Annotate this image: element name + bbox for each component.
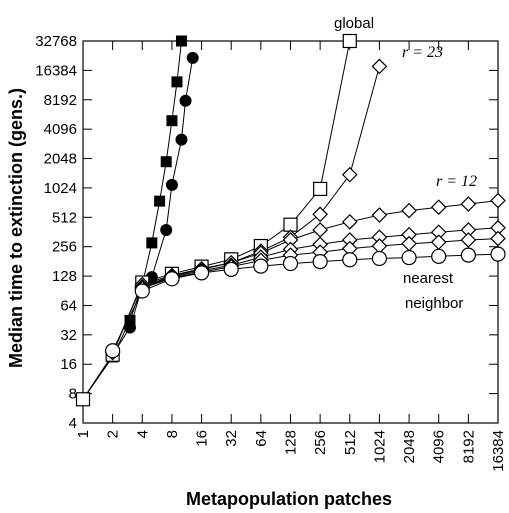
y-tick-label: 32 bbox=[60, 327, 77, 344]
x-tick-label: 256 bbox=[312, 430, 329, 455]
y-tick-label: 256 bbox=[52, 239, 77, 256]
marker-open-circle bbox=[105, 343, 121, 359]
x-tick-label: 2 bbox=[105, 430, 122, 438]
y-axis-title: Median time to extinction (gens.) bbox=[6, 88, 26, 368]
series-line bbox=[112, 66, 380, 353]
y-tick-label: 64 bbox=[60, 297, 77, 314]
marker-filled-square bbox=[166, 115, 178, 127]
marker-filled-circle bbox=[123, 321, 136, 334]
marker-open-circle bbox=[431, 248, 447, 264]
marker-open-diamond bbox=[401, 202, 417, 219]
marker-open-square bbox=[313, 181, 328, 197]
marker-open-diamond bbox=[312, 222, 328, 238]
y-tick-label: 4096 bbox=[44, 121, 77, 138]
y-tick-label: 512 bbox=[52, 209, 77, 226]
markers-group bbox=[75, 33, 506, 407]
marker-open-diamond bbox=[430, 199, 447, 216]
y-tick-label: 8 bbox=[69, 386, 77, 403]
marker-open-diamond bbox=[401, 235, 417, 252]
x-tick-label: 128 bbox=[283, 430, 300, 455]
y-tick-label: 2048 bbox=[44, 151, 77, 168]
y-tick-label: 1024 bbox=[44, 180, 77, 197]
x-tick-label: 4096 bbox=[431, 430, 448, 463]
x-tick-label: 16 bbox=[194, 430, 211, 447]
series-line bbox=[82, 40, 182, 400]
marker-open-diamond bbox=[490, 230, 506, 247]
axes: 4816326412825651210242048409681921638432… bbox=[35, 33, 507, 472]
marker-filled-square bbox=[154, 195, 166, 207]
marker-open-diamond bbox=[312, 206, 328, 223]
x-tick-label: 8 bbox=[164, 430, 181, 438]
marker-filled-circle bbox=[175, 133, 188, 146]
x-tick-label: 4 bbox=[134, 430, 151, 438]
x-axis-title: Metapopulation patches bbox=[186, 489, 392, 509]
marker-open-circle bbox=[401, 249, 417, 266]
y-tick-label: 4 bbox=[69, 415, 77, 432]
marker-filled-square bbox=[171, 76, 183, 88]
marker-filled-circle bbox=[160, 223, 173, 236]
annotation-r-12: r = 12 bbox=[436, 173, 477, 190]
annotation-r-23: r = 23 bbox=[402, 44, 443, 61]
y-tick-label: 16 bbox=[60, 356, 77, 373]
marker-open-circle bbox=[193, 265, 210, 281]
x-tick-label: 16384 bbox=[490, 430, 507, 472]
y-tick-label: 8192 bbox=[44, 92, 77, 109]
x-tick-label: 2048 bbox=[401, 430, 418, 463]
marker-filled-circle bbox=[186, 51, 199, 64]
annotation-nearest: nearest bbox=[403, 270, 454, 287]
marker-filled-square bbox=[160, 156, 172, 168]
marker-open-diamond bbox=[430, 234, 447, 250]
marker-open-diamond bbox=[371, 207, 388, 223]
x-tick-label: 1024 bbox=[371, 430, 388, 463]
marker-open-circle bbox=[312, 254, 328, 270]
annotations-group: global r = 23 r = 12 nearest neighbor bbox=[334, 15, 477, 312]
x-tick-label: 8192 bbox=[460, 430, 477, 463]
annotation-neighbor: neighbor bbox=[405, 295, 463, 312]
marker-open-circle bbox=[371, 250, 388, 267]
annotation-global: global bbox=[334, 15, 374, 32]
series-line bbox=[82, 40, 351, 400]
marker-open-circle bbox=[282, 255, 299, 272]
x-tick-label: 512 bbox=[342, 430, 359, 455]
marker-filled-circle bbox=[179, 94, 192, 107]
marker-open-square bbox=[283, 217, 298, 232]
marker-open-circle bbox=[342, 252, 358, 268]
y-tick-label: 32768 bbox=[35, 33, 77, 50]
marker-open-square bbox=[75, 392, 91, 407]
marker-open-circle bbox=[164, 271, 180, 287]
marker-open-diamond bbox=[341, 213, 358, 230]
marker-open-circle bbox=[460, 247, 476, 263]
marker-open-diamond bbox=[341, 166, 358, 183]
marker-open-circle bbox=[490, 246, 506, 262]
marker-open-square bbox=[342, 33, 357, 49]
marker-open-diamond bbox=[460, 232, 477, 248]
marker-open-diamond bbox=[490, 192, 506, 209]
x-tick-label: 64 bbox=[253, 430, 270, 447]
series-line bbox=[82, 57, 194, 400]
marker-open-circle bbox=[134, 283, 150, 299]
y-tick-label: 128 bbox=[52, 268, 77, 285]
x-tick-label: 1 bbox=[75, 430, 92, 438]
marker-filled-circle bbox=[165, 178, 178, 191]
marker-open-diamond bbox=[371, 58, 388, 75]
marker-open-circle bbox=[253, 258, 269, 274]
marker-open-diamond bbox=[460, 196, 477, 212]
marker-filled-square bbox=[146, 237, 158, 249]
x-tick-label: 32 bbox=[223, 430, 240, 447]
y-tick-label: 16384 bbox=[35, 62, 77, 79]
marker-filled-square bbox=[175, 35, 187, 47]
marker-open-circle bbox=[223, 261, 239, 277]
